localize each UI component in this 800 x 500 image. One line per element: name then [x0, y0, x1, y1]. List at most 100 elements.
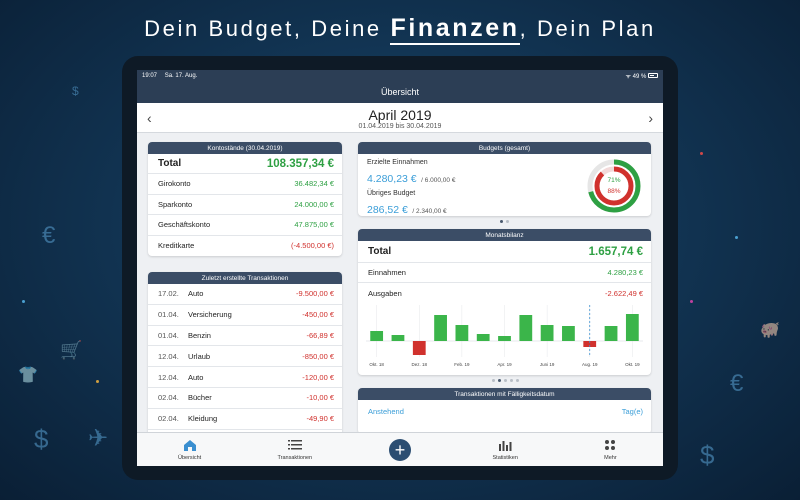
transaction-row[interactable]: 02.04. Bücher -10,00 €	[148, 388, 342, 409]
remaining-total: / 2.340,00 €	[412, 208, 447, 215]
account-row[interactable]: Girokonto 36.482,34 €	[148, 174, 342, 195]
shirt-icon: 👕	[18, 367, 38, 384]
budgets-card[interactable]: Budgets (gesamt) Erzielte Einnahmen 4.28…	[358, 142, 651, 216]
monthly-balance-title: Monatsbilanz	[358, 229, 651, 241]
transaction-name: Auto	[188, 289, 204, 299]
transaction-row[interactable]: 17.02. Auto -9.500,00 €	[148, 284, 342, 305]
transaction-amount: -66,89 €	[306, 330, 334, 340]
chart-bar	[391, 335, 405, 341]
transaction-amount: -450,00 €	[302, 310, 334, 320]
status-date: Sa. 17. Aug.	[164, 72, 198, 79]
transaction-name: Auto	[188, 372, 204, 382]
transaction-amount: -9.500,00 €	[296, 289, 334, 299]
transaction-date: 02.04.	[158, 393, 179, 403]
chart-bar	[604, 326, 618, 341]
transaction-date: 01.04.	[158, 310, 179, 320]
chart-tick-label: Okt. 19	[625, 362, 640, 367]
tab-statistics[interactable]: Statistiken	[453, 433, 558, 466]
tab-more[interactable]: Mehr	[558, 433, 663, 466]
due-col-upcoming: Anstehend	[368, 406, 404, 416]
transaction-amount: -49,90 €	[306, 414, 334, 424]
bar-chart-icon	[498, 438, 512, 452]
balance-expenses-row: Ausgaben -2.622,49 €	[358, 283, 651, 303]
account-name: Girokonto	[158, 179, 191, 189]
due-header-row: Anstehend Tag(e)	[358, 400, 651, 422]
dollar-icon-right: $	[700, 440, 715, 470]
account-value: 36.482,34 €	[294, 179, 334, 189]
chart-bar	[476, 334, 490, 341]
euro-icon: €	[42, 222, 56, 249]
balance-income-value: 4.280,23 €	[607, 268, 643, 277]
tab-more-label: Mehr	[604, 455, 617, 461]
transaction-date: 17.02.	[158, 289, 179, 299]
transaction-amount: -120,00 €	[302, 372, 334, 382]
transaction-row[interactable]: 01.04. Versicherung -450,00 €	[148, 305, 342, 326]
period-range: 01.04.2019 bis 30.04.2019	[358, 123, 442, 130]
dollar-small-icon: $	[72, 84, 79, 98]
budgets-pager[interactable]	[500, 220, 509, 223]
period-selector: ‹ April 2019 01.04.2019 bis 30.04.2019 ›	[137, 103, 663, 133]
home-icon	[183, 438, 197, 452]
budget-ring-chart: 71% 88%	[587, 159, 641, 213]
monthly-balance-card[interactable]: Monatsbilanz Total 1.657,74 € Einnahmen …	[358, 229, 651, 375]
accounts-card[interactable]: Kontostände (30.04.2019) Total 108.357,3…	[148, 142, 342, 256]
chart-bar	[370, 331, 384, 341]
balance-total-label: Total	[368, 246, 392, 257]
ring-inner-arc	[594, 166, 634, 206]
account-name: Kreditkarte	[158, 241, 195, 251]
next-month-button[interactable]: ›	[648, 110, 653, 126]
recent-transactions-title: Zuletzt erstellte Transaktionen	[148, 272, 342, 284]
due-transactions-title: Transaktionen mit Fälligkeitsdatum	[358, 388, 651, 400]
chart-tick-label: Feb. 19	[454, 362, 470, 367]
transaction-row[interactable]: 12.04. Urlaub -850,00 €	[148, 346, 342, 368]
account-row[interactable]: Kreditkarte (-4.500,00 €)	[148, 236, 342, 257]
account-row[interactable]: Sparkonto 24.000,00 €	[148, 195, 342, 215]
transaction-name: Kleidung	[188, 414, 218, 424]
transaction-name: Bücher	[188, 393, 212, 403]
transaction-row[interactable]: 12.04. Auto -120,00 €	[148, 367, 342, 388]
battery-icon	[648, 73, 658, 79]
balance-total-row: Total 1.657,74 €	[358, 241, 651, 263]
chart-tick-label: Juni 19	[540, 362, 555, 367]
balance-expenses-label: Ausgaben	[368, 288, 402, 298]
transaction-row[interactable]: 02.04. Kleidung -49,90 €	[148, 409, 342, 430]
balance-income-label: Einnahmen	[368, 268, 406, 277]
remaining-value: 286,52 €	[367, 204, 408, 216]
more-grid-icon	[603, 438, 617, 452]
account-value: 47.875,00 €	[294, 220, 334, 230]
prev-month-button[interactable]: ‹	[147, 110, 152, 126]
balance-pager[interactable]	[492, 379, 519, 382]
transaction-row[interactable]: 01.04. Benzin -66,89 €	[148, 326, 342, 347]
accounts-total-row[interactable]: Total 108.357,34 €	[148, 154, 342, 174]
transaction-date: 02.04.	[158, 414, 179, 424]
accounts-card-title: Kontostände (30.04.2019)	[148, 142, 342, 154]
chart-bar	[583, 341, 597, 347]
status-time: 19:07	[142, 72, 158, 79]
remaining-label: Übriges Budget	[367, 190, 416, 197]
battery-percent: 49 %	[632, 73, 647, 80]
chart-bar	[412, 341, 426, 355]
headline-pre: Dein Budget, Deine	[144, 16, 391, 41]
euro-icon-right: €	[730, 370, 744, 397]
marketing-headline: Dein Budget, Deine Finanzen, Dein Plan	[0, 14, 800, 45]
ring-outer-label: 71%	[607, 177, 620, 184]
transaction-date: 01.04.	[158, 330, 179, 340]
due-col-days: Tag(e)	[621, 406, 643, 416]
tablet-device: 19:07 Sa. 17. Aug. ᯤ 49 % Übersicht ‹ Ap…	[122, 56, 678, 480]
airplane-icon: ✈	[88, 425, 109, 452]
tab-overview[interactable]: Übersicht	[137, 433, 242, 466]
account-row[interactable]: Geschäftskonto 47.875,00 €	[148, 215, 342, 236]
transaction-date: 12.04.	[158, 372, 179, 382]
balance-total-value: 1.657,74 €	[588, 245, 643, 258]
chart-tick-label: Apr. 19	[497, 362, 512, 367]
tab-add[interactable]: +	[347, 433, 452, 466]
chart-bar	[519, 315, 533, 341]
chart-tick-label: Aug. 19	[582, 362, 598, 367]
due-transactions-card[interactable]: Transaktionen mit Fälligkeitsdatum Anste…	[358, 388, 651, 434]
add-icon[interactable]: +	[389, 438, 411, 461]
account-name: Sparkonto	[158, 199, 193, 209]
budgets-card-title: Budgets (gesamt)	[358, 142, 651, 154]
balance-income-row: Einnahmen 4.280,23 €	[358, 263, 651, 283]
tab-transactions[interactable]: Transaktionen	[242, 433, 347, 466]
chart-bar	[455, 325, 469, 341]
